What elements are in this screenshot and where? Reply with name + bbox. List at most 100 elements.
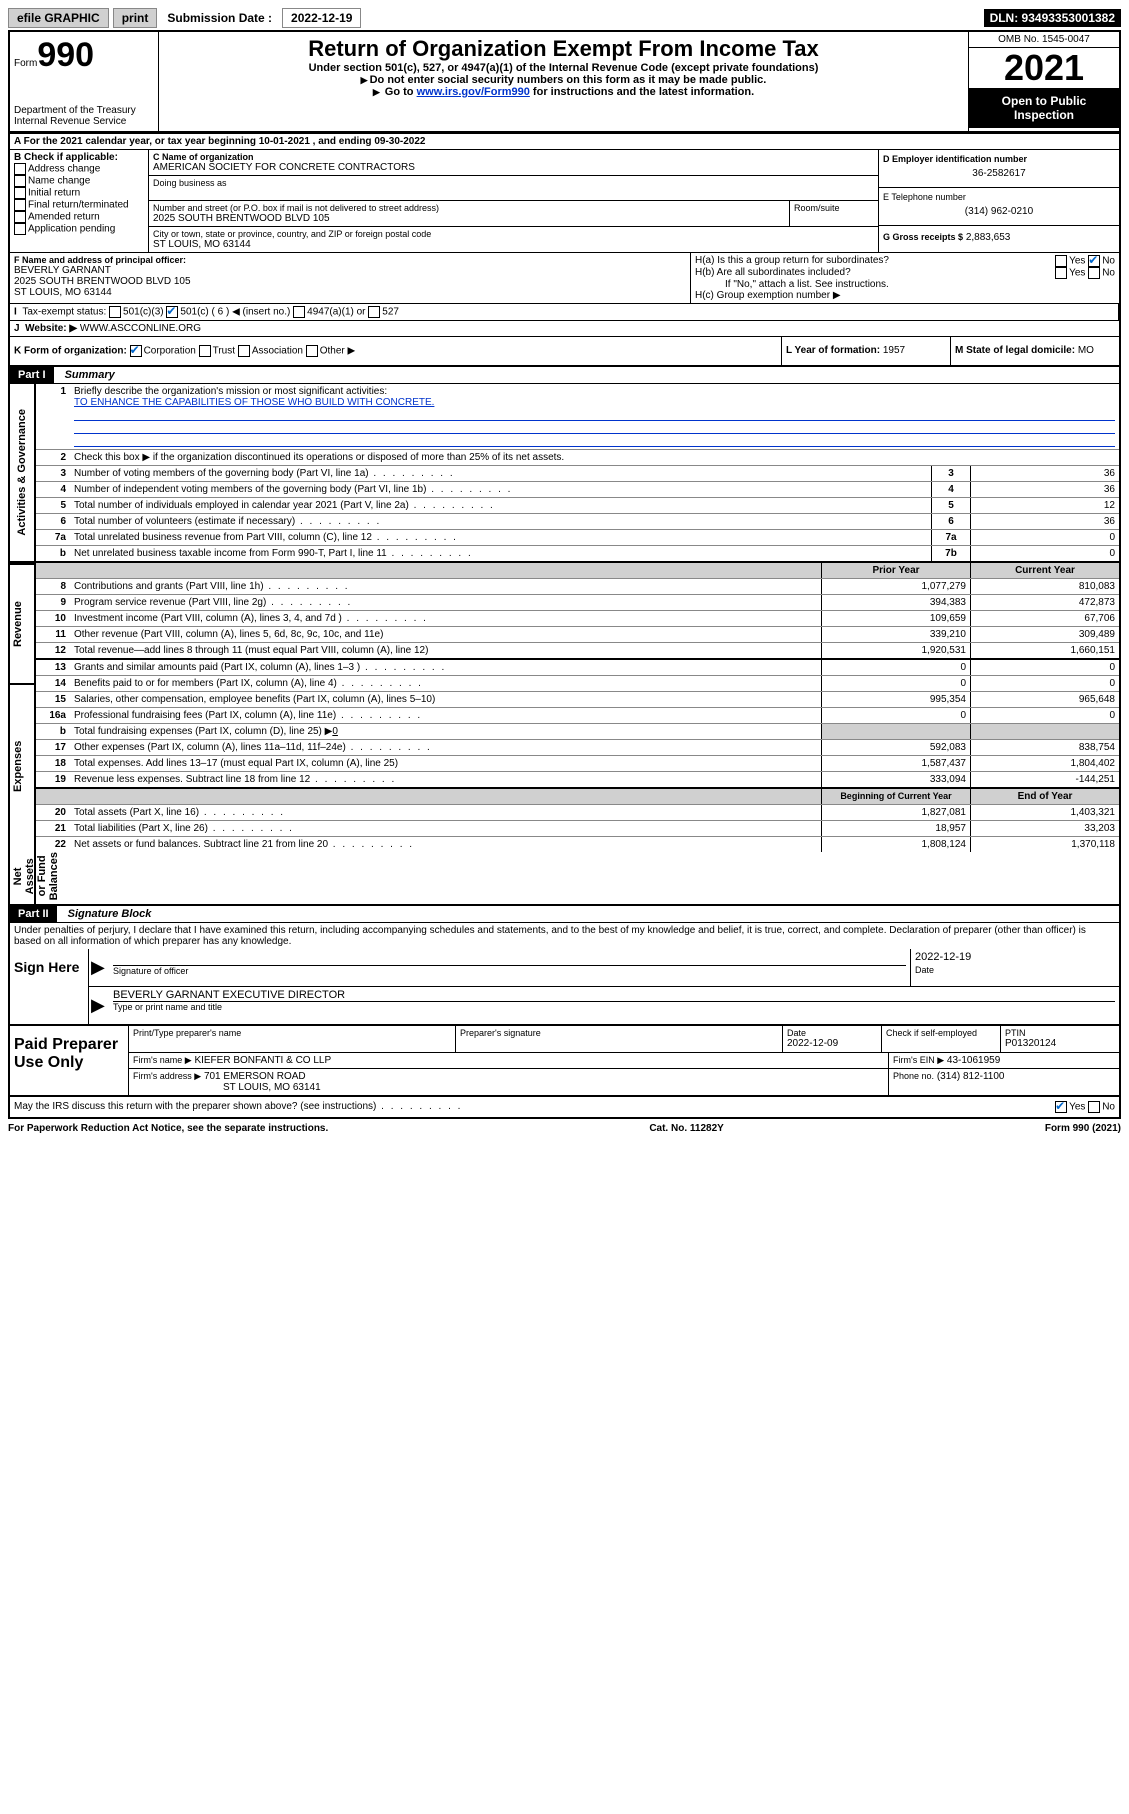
- efile-label: efile GRAPHIC: [8, 8, 109, 28]
- line-10: 10Investment income (Part VIII, column (…: [36, 611, 1119, 627]
- check-trust[interactable]: [199, 345, 211, 357]
- l15-text: Salaries, other compensation, employee b…: [70, 692, 821, 707]
- check-initial-return[interactable]: [14, 187, 26, 199]
- line-18: 18Total expenses. Add lines 13–17 (must …: [36, 756, 1119, 772]
- firm-addr1: 701 EMERSON ROAD: [204, 1071, 306, 1082]
- form-link[interactable]: www.irs.gov/Form990: [417, 86, 530, 98]
- form-subtitle3: Go to www.irs.gov/Form990 for instructio…: [165, 86, 962, 98]
- form-number: 990: [37, 36, 94, 74]
- print-button[interactable]: print: [113, 8, 158, 28]
- opt-application-pending: Application pending: [28, 224, 115, 235]
- domicile-label: M State of legal domicile:: [955, 345, 1075, 356]
- check-address-change[interactable]: [14, 163, 26, 175]
- paid-preparer-block: Paid Preparer Use Only Print/Type prepar…: [8, 1026, 1121, 1097]
- gross-value: 2,883,653: [966, 232, 1011, 243]
- opt-name-change: Name change: [28, 176, 90, 187]
- opt-final-return: Final return/terminated: [28, 200, 129, 211]
- check-4947[interactable]: [293, 306, 305, 318]
- discuss-no-check[interactable]: [1088, 1101, 1100, 1113]
- line-7b: bNet unrelated business taxable income f…: [36, 546, 1119, 563]
- check-assoc[interactable]: [238, 345, 250, 357]
- line-14: 14Benefits paid to or for members (Part …: [36, 676, 1119, 692]
- side-governance: Activities & Governance: [10, 384, 36, 563]
- ptin: P01320124: [1005, 1038, 1115, 1049]
- prior-year-hdr: Prior Year: [821, 563, 970, 578]
- hb-yes-check[interactable]: [1055, 267, 1067, 279]
- form-word: Form: [14, 58, 37, 69]
- line-8: 8Contributions and grants (Part VIII, li…: [36, 579, 1119, 595]
- box-f: F Name and address of principal officer:…: [10, 253, 691, 303]
- firm-name: KIEFER BONFANTI & CO LLP: [194, 1055, 331, 1066]
- line-19: 19Revenue less expenses. Subtract line 1…: [36, 772, 1119, 789]
- l2-text: Check this box ▶ if the organization dis…: [70, 450, 1119, 465]
- l6-text: Total number of volunteers (estimate if …: [70, 514, 931, 529]
- p12: 1,920,531: [821, 643, 970, 658]
- l10-text: Investment income (Part VIII, column (A)…: [70, 611, 821, 626]
- l16b-text: Total fundraising expenses (Part IX, col…: [74, 726, 332, 737]
- opt-4947: 4947(a)(1) or: [307, 307, 365, 318]
- paid-preparer-body: Print/Type preparer's name Preparer's si…: [129, 1026, 1119, 1095]
- ij-block: I Tax-exempt status: 501(c)(3) 501(c) ( …: [8, 304, 1121, 321]
- goto-suffix: for instructions and the latest informat…: [530, 86, 754, 98]
- sig-officer-label: Signature of officer: [113, 966, 906, 976]
- open-public: Open to Public Inspection: [969, 88, 1119, 128]
- check-corp[interactable]: [130, 345, 142, 357]
- sign-arrow-icon: ▶: [89, 949, 109, 986]
- org-name-label: C Name of organization: [153, 152, 874, 162]
- period-row: A For the 2021 calendar year, or tax yea…: [8, 134, 1121, 150]
- side-expenses: Expenses: [10, 683, 34, 848]
- ha-yes-check[interactable]: [1055, 255, 1067, 267]
- c13: 0: [970, 660, 1119, 675]
- addr-label: Number and street (or P.O. box if mail i…: [153, 203, 785, 213]
- formorg-label: K Form of organization:: [14, 346, 127, 357]
- l19-text: Revenue less expenses. Subtract line 18 …: [70, 772, 821, 787]
- check-other[interactable]: [306, 345, 318, 357]
- officer-name: BEVERLY GARNANT: [14, 265, 686, 276]
- line-1: 1 Briefly describe the organization's mi…: [36, 384, 1119, 450]
- check-amended-return[interactable]: [14, 211, 26, 223]
- ha-no: No: [1102, 256, 1115, 267]
- line-11: 11Other revenue (Part VIII, column (A), …: [36, 627, 1119, 643]
- paid-preparer-label: Paid Preparer Use Only: [10, 1026, 129, 1095]
- prep-date: 2022-12-09: [787, 1038, 877, 1049]
- opt-assoc: Association: [252, 346, 303, 357]
- website-value: WWW.ASCCONLINE.ORG: [80, 323, 201, 334]
- hb-no-check[interactable]: [1088, 267, 1100, 279]
- check-501c[interactable]: [166, 306, 178, 318]
- firm-ein-label: Firm's EIN ▶: [893, 1055, 944, 1065]
- c12: 1,660,151: [970, 643, 1119, 658]
- ha-no-check[interactable]: [1088, 255, 1100, 267]
- current-year-hdr: Current Year: [970, 563, 1119, 578]
- opt-address-change: Address change: [28, 164, 100, 175]
- l13-text: Grants and similar amounts paid (Part IX…: [70, 660, 821, 675]
- check-application-pending[interactable]: [14, 223, 26, 235]
- discuss-yes-check[interactable]: [1055, 1101, 1067, 1113]
- entity-block: B Check if applicable: Address change Na…: [8, 150, 1121, 253]
- col-header-row: Prior Year Current Year: [36, 563, 1119, 579]
- check-name-change[interactable]: [14, 175, 26, 187]
- p17: 592,083: [821, 740, 970, 755]
- form-subtitle1: Under section 501(c), 527, or 4947(a)(1)…: [165, 62, 962, 74]
- v5: 12: [970, 498, 1119, 513]
- penalty-text: Under penalties of perjury, I declare th…: [8, 923, 1121, 949]
- check-self-employed: Check if self-employed: [886, 1028, 977, 1038]
- line-13: 13Grants and similar amounts paid (Part …: [36, 660, 1119, 676]
- p16b-grey: [821, 724, 970, 739]
- dba-label: Doing business as: [153, 178, 874, 188]
- domicile: MO: [1078, 345, 1094, 356]
- hb-no: No: [1102, 268, 1115, 279]
- part1-bar: Part I Summary: [8, 367, 1121, 384]
- p11: 339,210: [821, 627, 970, 642]
- form-subtitle2: Do not enter social security numbers on …: [165, 74, 962, 86]
- sign-arrow-icon-2: ▶: [89, 987, 109, 1024]
- financial-table: Revenue Expenses Net Assets or Fund Bala…: [8, 563, 1121, 906]
- l1-text: Briefly describe the organization's miss…: [74, 386, 387, 397]
- check-final-return[interactable]: [14, 199, 26, 211]
- website-label: Website: ▶: [25, 323, 77, 334]
- financial-body: Prior Year Current Year 8Contributions a…: [36, 563, 1119, 904]
- check-501c3[interactable]: [109, 306, 121, 318]
- part2-bar: Part II Signature Block: [8, 906, 1121, 923]
- check-527[interactable]: [368, 306, 380, 318]
- opt-501c3: 501(c)(3): [123, 307, 164, 318]
- l8-text: Contributions and grants (Part VIII, lin…: [70, 579, 821, 594]
